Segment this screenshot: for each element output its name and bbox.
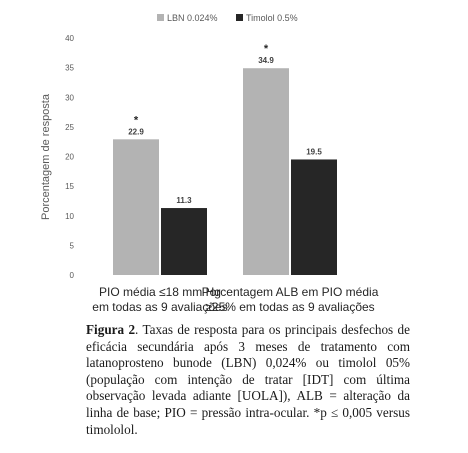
bar-lbn-2 (243, 68, 289, 275)
y-tick-label: 20 (65, 153, 74, 162)
y-axis-ticks: 0 5 10 15 20 25 30 35 40 (65, 34, 74, 280)
y-axis-label: Porcentagem de resposta (40, 93, 52, 220)
y-tick-label: 5 (70, 241, 75, 250)
legend-swatch-lbn (157, 14, 164, 21)
y-tick-label: 30 (65, 93, 74, 102)
y-tick-label: 15 (65, 182, 74, 191)
bar-timolol-2 (291, 159, 337, 275)
y-tick-label: 40 (65, 34, 74, 43)
category-label: ≥25% em todas as 9 avaliações (205, 300, 374, 314)
figure-caption: Figura 2. Taxas de resposta para os prin… (86, 322, 410, 438)
legend-entry: LBN 0.024% (167, 13, 218, 23)
category-label: PIO média ≤18 mm Hg (99, 285, 221, 299)
category-label: Porcentagem ALB em PIO média (202, 285, 379, 299)
data-label: 22.9 (128, 127, 144, 136)
y-tick-label: 0 (70, 271, 75, 280)
y-tick-label: 25 (65, 123, 74, 132)
bar-timolol-1 (161, 208, 207, 275)
legend-swatch-timolol (236, 14, 243, 21)
caption-text: . Taxas de resposta para os principais d… (86, 322, 410, 437)
data-label: 19.5 (306, 147, 322, 156)
legend: LBN 0.024% Timolol 0.5% (157, 13, 298, 23)
legend-entry: Timolol 0.5% (246, 13, 298, 23)
y-tick-label: 35 (65, 64, 74, 73)
data-label: 11.3 (176, 196, 192, 205)
y-tick-label: 10 (65, 212, 74, 221)
significance-marker: * (264, 43, 269, 55)
bar-chart: LBN 0.024% Timolol 0.5% Porcentagem de re… (40, 13, 379, 314)
data-label: 34.9 (258, 56, 274, 65)
caption-label: Figura 2 (86, 322, 136, 337)
bar-lbn-1 (113, 139, 159, 275)
significance-marker: * (134, 114, 139, 126)
category-label: em todas as 9 avaliações (92, 300, 227, 314)
bars: 22.9 11.3 34.9 19.5 * * (113, 43, 337, 275)
